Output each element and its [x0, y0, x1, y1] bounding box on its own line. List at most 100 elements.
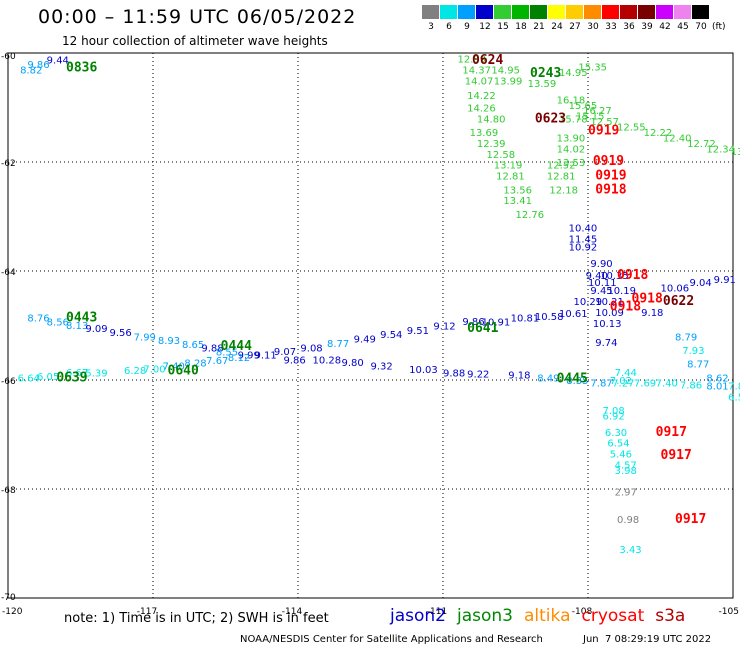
legend-swatch-label: 24 [551, 22, 563, 32]
time-label: 0917 [661, 448, 692, 463]
wave-height-point: 14.95 [491, 65, 520, 76]
wave-height-point: 15.65 [569, 101, 598, 112]
wave-height-point: 10.92 [569, 242, 598, 253]
x-tick-label: -114 [282, 607, 303, 617]
wave-height-point: 13.99 [494, 76, 523, 87]
legend-swatch [512, 5, 529, 19]
wave-height-point: 10.09 [595, 308, 624, 319]
y-tick-label: -62 [1, 159, 16, 169]
wave-height-point: 9.51 [407, 326, 429, 337]
time-label: 0444 [221, 339, 252, 354]
wave-height-point: 9.80 [342, 358, 364, 369]
legend-swatch [620, 5, 637, 19]
y-tick-label: -60 [1, 52, 16, 62]
wave-height-point: 9.09 [85, 324, 107, 335]
wave-height-point: 3.98 [615, 466, 637, 477]
wave-height-point: 14.80 [477, 114, 506, 125]
wave-height-point: 12.52 [547, 161, 576, 172]
legend-swatch [692, 5, 709, 19]
time-label: 0919 [593, 154, 624, 169]
time-label: 0445 [557, 371, 588, 386]
wave-height-point: 8.01 [706, 381, 728, 392]
wave-height-point: 0.98 [617, 515, 639, 526]
wave-height-point: 12.81 [496, 172, 525, 183]
wave-height-point: 9.04 [690, 278, 712, 289]
wave-height-point: 12.40 [663, 133, 692, 144]
wave-height-point: 7.27 [612, 379, 634, 390]
wave-height-point: 9.44 [47, 56, 69, 67]
wave-height-point: 10.81 [511, 313, 540, 324]
wave-height-point: 9.08 [300, 343, 322, 354]
wave-height-point: 9.45 [590, 286, 612, 297]
y-tick-label: -64 [1, 268, 16, 278]
wave-height-point: 6.30 [605, 428, 627, 439]
x-tick-label: -108 [572, 607, 593, 617]
wave-height-point: 7.93 [682, 346, 704, 357]
wave-height-point: 13.19 [494, 161, 523, 172]
wave-height-point: 10.91 [482, 318, 511, 329]
legend-swatch-label: 18 [515, 22, 527, 32]
time-label: 0639 [56, 370, 87, 385]
wave-height-point: 12.72 [687, 139, 716, 150]
wave-height-point: 9.99 [238, 350, 260, 361]
wave-height-point: 10.28 [313, 355, 342, 366]
wave-height-point: 8.56 [47, 318, 69, 329]
wave-height-point: 13.53 [557, 158, 586, 169]
wave-height-point: 8.55 [216, 348, 238, 359]
wave-height-point: 8.82 [20, 65, 42, 76]
wave-height-point: 7.00 [143, 365, 165, 376]
legend-swatch-label: 15 [497, 22, 509, 32]
legend-swatch [440, 5, 457, 19]
legend-swatch-label: 33 [605, 22, 617, 32]
wave-height-point: 9.12 [433, 322, 455, 333]
wave-height-point: 10.58 [535, 312, 564, 323]
legend-unit-label: (ft) [712, 22, 726, 32]
wave-height-point: 8.49 [537, 373, 559, 384]
legend-swatch [458, 5, 475, 19]
wave-height-point: 6.54 [607, 439, 629, 450]
wave-height-point: 13.56 [503, 185, 532, 196]
time-label: 0623 [535, 111, 566, 126]
wave-height-point: 15.15 [576, 112, 605, 123]
wave-height-point: 6.55 [728, 392, 740, 403]
wave-height-point: 8.77 [327, 339, 349, 350]
legend-swatch [638, 5, 655, 19]
wave-height-point: 11.45 [569, 234, 598, 245]
wave-height-point: 5.39 [85, 368, 107, 379]
plot-frame [7, 52, 734, 599]
wave-height-point: 9.11 [255, 350, 277, 361]
time-label: 0917 [656, 425, 687, 440]
satellite-legend: jason2 jason3 altika cryosat s3a [390, 606, 696, 626]
wave-height-point: 9.74 [595, 338, 617, 349]
wave-height-point: 9.90 [590, 259, 612, 270]
wave-height-point: 13.59 [528, 79, 557, 90]
wave-height-point: 10.19 [607, 286, 636, 297]
chart-subtitle: 12 hour collection of altimeter wave hei… [62, 34, 328, 48]
legend-swatch-label: 39 [641, 22, 653, 32]
wave-height-point: 13.90 [557, 133, 586, 144]
satellite-legend-item: jason2 [390, 606, 446, 626]
wave-height-point: 7.86 [680, 380, 702, 391]
legend-swatch-label: 45 [677, 22, 689, 32]
wave-height-point: 9.86 [27, 60, 49, 71]
time-label: 0918 [595, 182, 626, 197]
time-label: 0918 [617, 268, 648, 283]
wave-height-point: 9.07 [274, 347, 296, 358]
time-label: 0243 [530, 66, 561, 81]
wave-height-point: 6.92 [603, 411, 625, 422]
legend-swatch [494, 5, 511, 19]
wave-height-point: 5.46 [610, 450, 632, 461]
wave-height-point: 10.40 [569, 223, 598, 234]
time-label: 0919 [588, 123, 619, 138]
wave-height-point: 9.22 [467, 369, 489, 380]
legend-swatch [566, 5, 583, 19]
wave-height-point: 3.43 [619, 545, 641, 556]
wave-height-point: 10.06 [661, 283, 690, 294]
wave-height-point: 6.28 [124, 366, 146, 377]
satellite-legend-item: cryosat [581, 606, 645, 626]
legend-swatch [476, 5, 493, 19]
wave-height-point: 8.28 [184, 359, 206, 370]
wave-height-point: 12.39 [477, 139, 506, 150]
wave-height-point: 12.99 [458, 54, 487, 65]
